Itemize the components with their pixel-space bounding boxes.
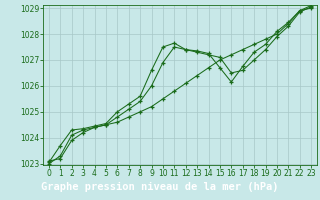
Text: Graphe pression niveau de la mer (hPa): Graphe pression niveau de la mer (hPa) <box>41 182 279 192</box>
